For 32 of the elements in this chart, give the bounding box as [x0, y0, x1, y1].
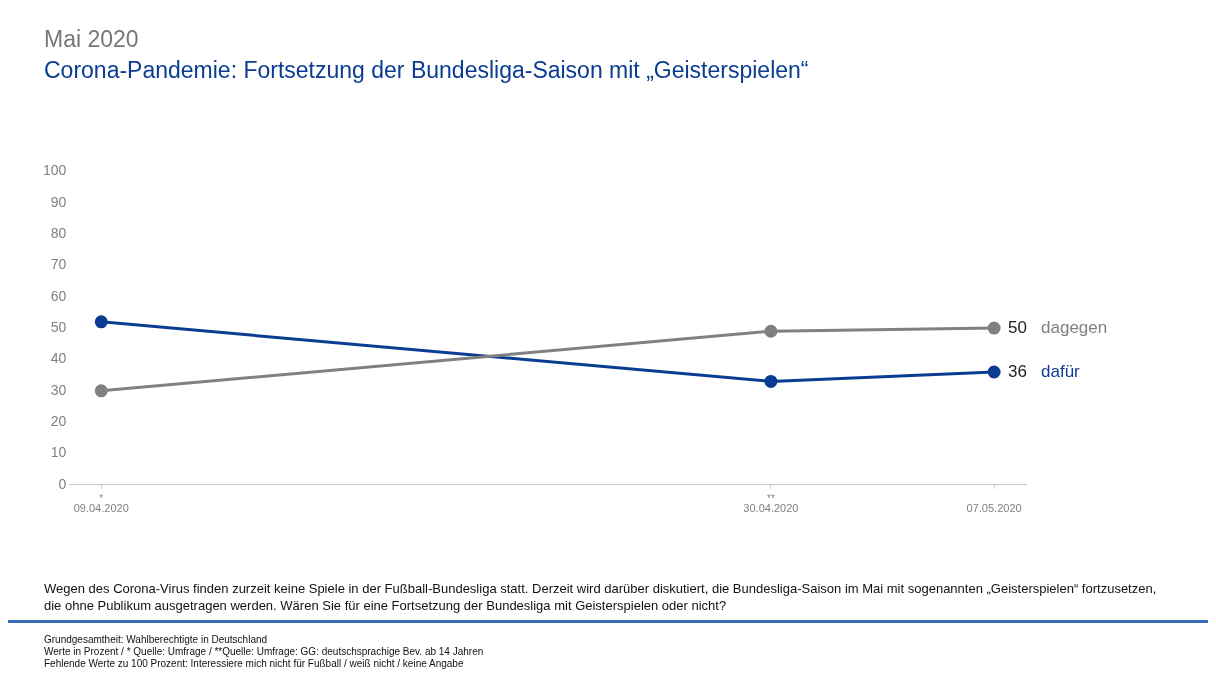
- y-tick-label: 30: [50, 381, 67, 398]
- point: [764, 374, 778, 388]
- text: **: [767, 492, 775, 504]
- text: Grundgesamtheit: Wahlberechtigte in Deutschland: [44, 634, 269, 646]
- y-tick-label: 10: [50, 444, 67, 461]
- y-tick-label: 100: [43, 162, 67, 179]
- text: Fehlende Werte zu 100 Prozent: Interessiere mich nicht für Fußball / weiß nicht / keine Angabe: [44, 658, 465, 670]
- chart-title: Mai 2020: [44, 26, 139, 53]
- text: Wegen des Corona-Virus finden zurzeit keine Spiele in der Fußball-Bundesliga statt. Derzeit wird darüber diskutiert, die Bundesliga-Saison im Mai mit sogenannten „Geisterspielen“ fortzusetzen, die ohne Publikum ausgetragen werden. Wären Sie für eine Fortsetzung der Bundesliga mit Geisterspielen oder nicht?: [44, 580, 1158, 614]
- y-tick-label: 40: [50, 350, 67, 367]
- y-tick-label: 90: [50, 193, 67, 210]
- y-tick-label: 0: [58, 475, 67, 492]
- x-tick-label: 30.04.2020: [743, 502, 799, 515]
- data-label: 36: [1008, 361, 1028, 381]
- point: [987, 321, 1001, 335]
- y-tick-label: 80: [50, 224, 67, 241]
- text: dafür: [1041, 361, 1081, 381]
- y-tick-label: 20: [50, 412, 67, 429]
- point: [987, 365, 1001, 379]
- x-tick-label: 07.05.2020: [966, 502, 1022, 515]
- y-tick-label: 60: [50, 287, 67, 304]
- y-tick-label: 50: [50, 318, 67, 335]
- text: dagegen: [1041, 317, 1108, 337]
- x-tick-label: 09.04.2020: [73, 502, 129, 515]
- y-tick-label: 70: [50, 256, 67, 273]
- point: [94, 384, 108, 398]
- point: [94, 315, 108, 329]
- text: Werte in Prozent / * Quelle: Umfrage / **Quelle: Umfrage: GG: deutschsprachige Bev. ab 14 Jahren: [44, 646, 484, 658]
- point: [764, 324, 778, 338]
- text: *: [99, 492, 104, 504]
- data-label: 50: [1008, 317, 1028, 337]
- chart-subtitle: Corona-Pandemie: Fortsetzung der Bundesliga-Saison mit „Geisterspielen“: [44, 57, 809, 84]
